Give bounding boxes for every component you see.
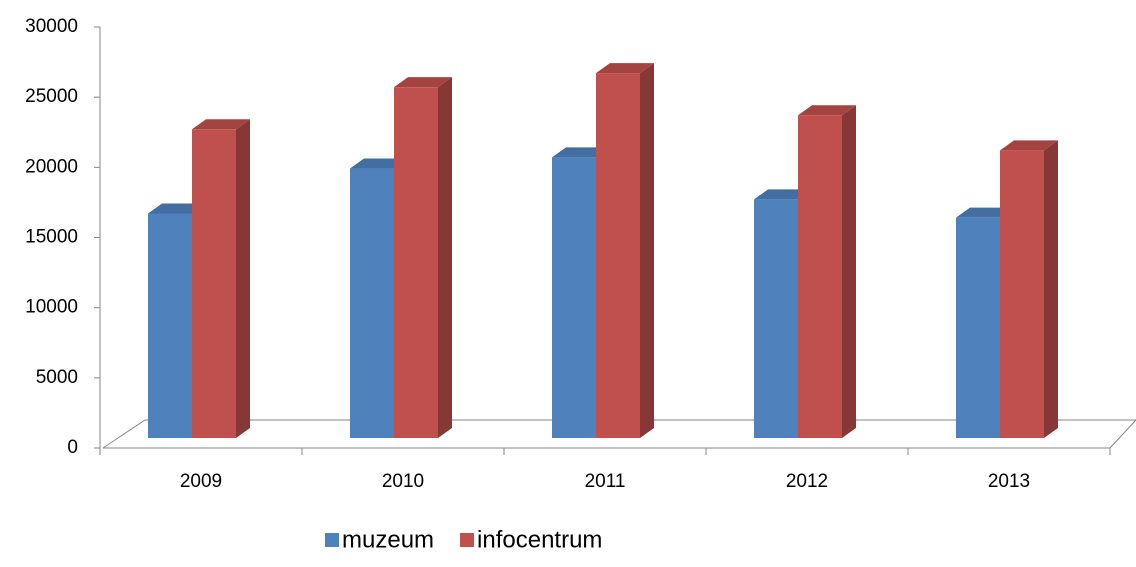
bar-top — [956, 207, 1014, 218]
y-tick-label: 5000 — [36, 367, 78, 388]
bar-top — [754, 189, 812, 200]
bar — [956, 217, 1000, 438]
y-tick-label: 25000 — [25, 86, 78, 107]
bar-side — [236, 119, 250, 439]
legend-label: muzeum — [342, 526, 434, 553]
bar — [798, 115, 842, 438]
bar — [552, 157, 596, 439]
y-tick-label: 15000 — [25, 227, 78, 248]
bar-top — [192, 119, 250, 130]
bar-side — [640, 63, 654, 439]
x-tick-label: 2013 — [988, 471, 1030, 492]
bar — [394, 87, 438, 439]
floor — [102, 419, 1136, 449]
legend-swatch — [460, 533, 475, 547]
bar — [192, 129, 236, 438]
bar — [1000, 150, 1044, 439]
bar — [754, 199, 798, 438]
bar — [350, 168, 394, 438]
bar-side — [842, 105, 856, 438]
bar-side — [438, 77, 452, 439]
x-tick-label: 2012 — [786, 471, 828, 492]
bar-top — [552, 147, 610, 158]
bar-top — [148, 203, 206, 214]
bar-side — [1044, 140, 1058, 439]
bar — [148, 213, 192, 438]
legend-label: infocentrum — [477, 526, 602, 553]
y-tick-label: 0 — [67, 437, 78, 458]
bar-top — [350, 158, 408, 169]
y-tick-label: 20000 — [25, 156, 78, 177]
x-tick-label: 2010 — [382, 471, 424, 492]
y-tick-label: 10000 — [25, 297, 78, 318]
bar-top — [798, 105, 856, 116]
bar-top — [394, 77, 452, 88]
y-tick-label: 30000 — [25, 16, 78, 37]
bar-top — [596, 63, 654, 74]
x-tick-label: 2009 — [180, 471, 222, 492]
x-tick-label: 2011 — [585, 471, 626, 492]
legend-swatch — [325, 533, 339, 547]
bar-top — [1000, 140, 1058, 151]
bar — [596, 73, 640, 438]
